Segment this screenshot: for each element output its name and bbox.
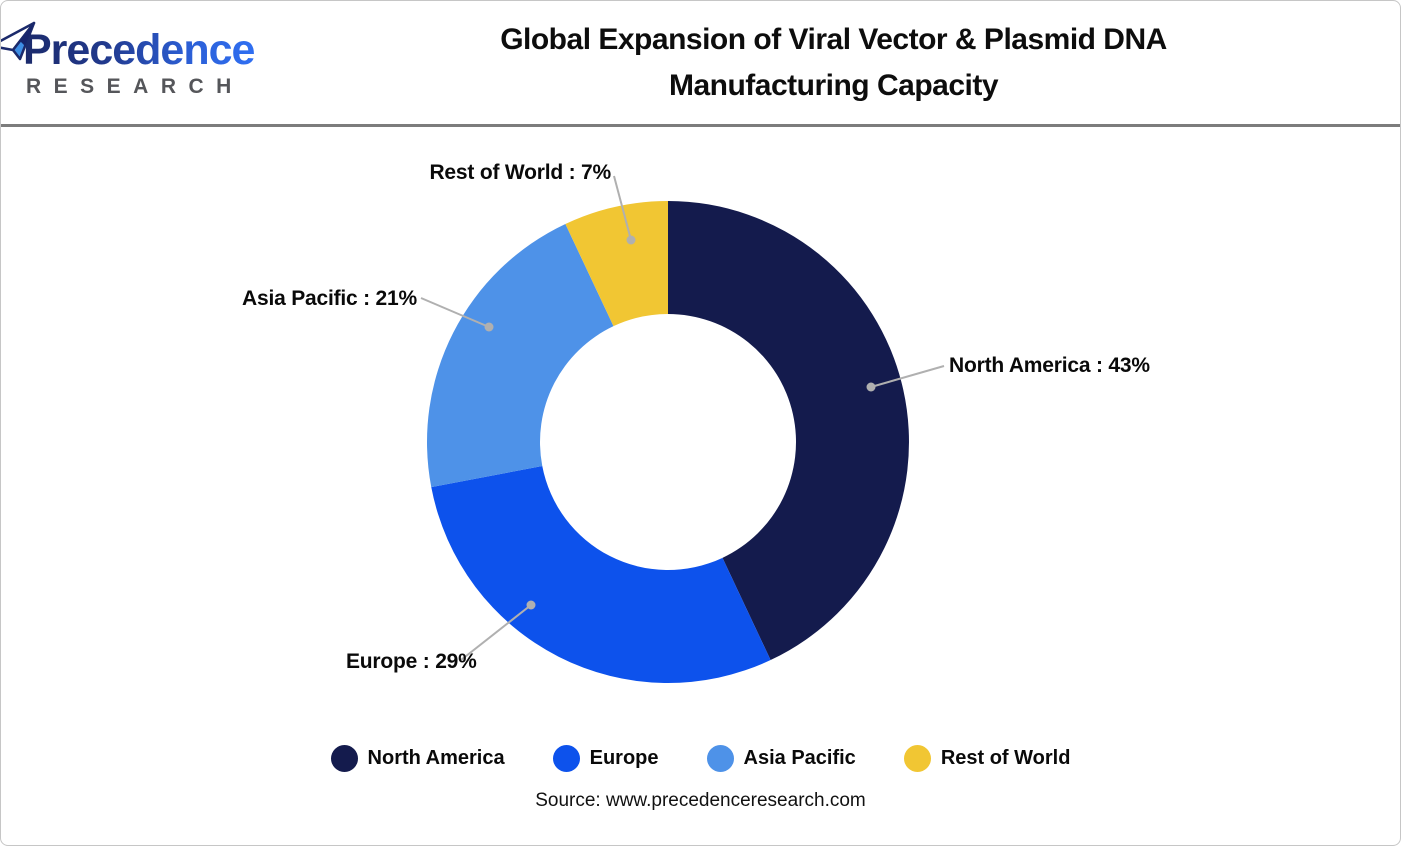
legend-item-rest-of-world: Rest of World (903, 744, 1071, 772)
leader-dot-europe (526, 600, 536, 610)
legend-item-asia-pacific: Asia Pacific (706, 744, 856, 772)
leader-lines (420, 175, 945, 661)
paper-plane-icon (1, 21, 36, 60)
slice-rest-of-world (565, 201, 668, 327)
leader-line-europe (460, 604, 532, 661)
legend-dot-north-america (330, 744, 358, 772)
leader-line-asia-pacific (420, 297, 490, 328)
callout-europe: Europe : 29% (346, 650, 477, 673)
slice-asia-pacific (427, 223, 614, 488)
chart-title-line1: Global Expansion of Viral Vector & Plasm… (500, 22, 1167, 56)
legend-label-north-america: North America (367, 746, 505, 769)
slice-europe (431, 465, 771, 683)
leader-line-rest-of-world (613, 175, 632, 241)
leader-line-north-america (870, 365, 945, 388)
leader-dot-rest-of-world (626, 235, 636, 245)
donut-slices (427, 201, 909, 683)
legend-dot-rest-of-world (903, 744, 931, 772)
legend-dot-asia-pacific (706, 744, 734, 772)
legend-item-europe: Europe (552, 744, 659, 772)
callout-rest-of-world: Rest of World : 7% (429, 161, 611, 184)
legend-label-rest-of-world: Rest of World (940, 746, 1071, 769)
logo-research-text: RESEARCH (26, 74, 244, 98)
chart-title-line2: Manufacturing Capacity (668, 68, 999, 102)
leader-dots (484, 235, 876, 610)
chart-title: Global Expansion of Viral Vector & Plasm… (281, 17, 1400, 109)
legend: North America Europe Asia Pacific Rest o… (1, 742, 1400, 774)
donut-chart-area: Rest of World : 7% Asia Pacific : 21% No… (1, 127, 1400, 727)
header: Precedence RESEARCH Global Expansion of … (1, 1, 1400, 124)
legend-label-asia-pacific: Asia Pacific (743, 746, 856, 769)
slice-north-america (668, 201, 909, 661)
logo-brand-text: Precedence (23, 25, 255, 74)
header-divider (1, 124, 1400, 127)
source-attribution: Source: www.precedenceresearch.com (535, 790, 866, 811)
leader-dot-asia-pacific (484, 322, 494, 332)
legend-label-europe: Europe (589, 746, 659, 769)
leader-dot-north-america (866, 382, 876, 392)
callout-north-america: North America : 43% (949, 354, 1150, 377)
precedence-research-logo: Precedence RESEARCH (1, 21, 281, 98)
callout-asia-pacific: Asia Pacific : 21% (242, 287, 417, 310)
legend-dot-europe (552, 744, 580, 772)
legend-item-north-america: North America (330, 744, 505, 772)
donut-chart (420, 175, 945, 683)
